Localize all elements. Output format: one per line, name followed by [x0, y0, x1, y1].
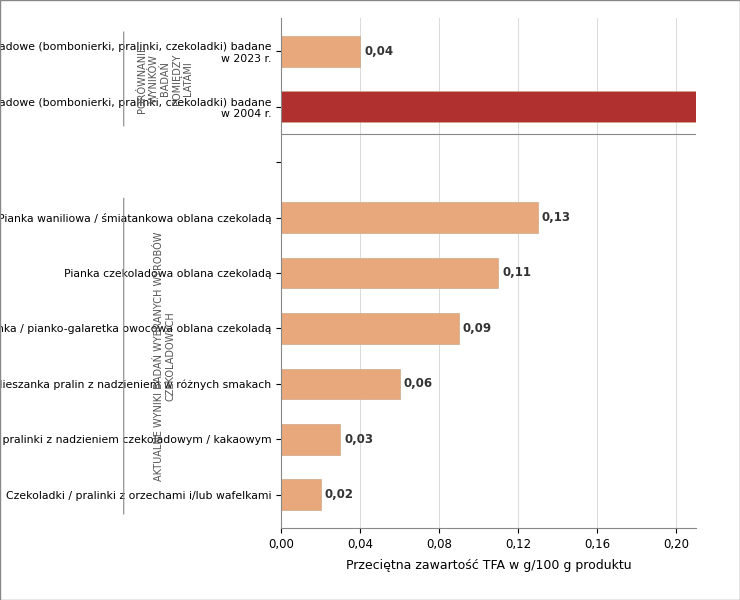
Bar [281, 91, 740, 122]
Bar [281, 36, 360, 67]
Text: 0,11: 0,11 [502, 266, 531, 280]
Text: 0,09: 0,09 [462, 322, 492, 335]
Text: 0,02: 0,02 [325, 488, 354, 501]
Text: 0,03: 0,03 [344, 433, 374, 446]
Bar [281, 368, 400, 399]
Bar [281, 424, 340, 455]
Bar [281, 479, 320, 510]
Text: 0,13: 0,13 [542, 211, 571, 224]
Bar [281, 313, 459, 344]
Bar [281, 258, 498, 288]
Bar [281, 202, 538, 233]
X-axis label: Przeciętna zawartość TFA w g/100 g produktu: Przeciętna zawartość TFA w g/100 g produ… [346, 559, 631, 572]
Text: AKTUALNE WYNIKI BADAŃ WYBRANYCH WYROBÓW
CZEKOLADOWYCH: AKTUALNE WYNIKI BADAŃ WYBRANYCH WYROBÓW … [155, 232, 176, 481]
Text: 0,06: 0,06 [403, 377, 433, 391]
Text: PORÓWNANIE
WYNIKÓW
BADAŃ
POMIĘDZY
LATAMI: PORÓWNANIE WYNIKÓW BADAŃ POMIĘDZY LATAMI [137, 45, 193, 113]
Text: 0,04: 0,04 [364, 45, 393, 58]
